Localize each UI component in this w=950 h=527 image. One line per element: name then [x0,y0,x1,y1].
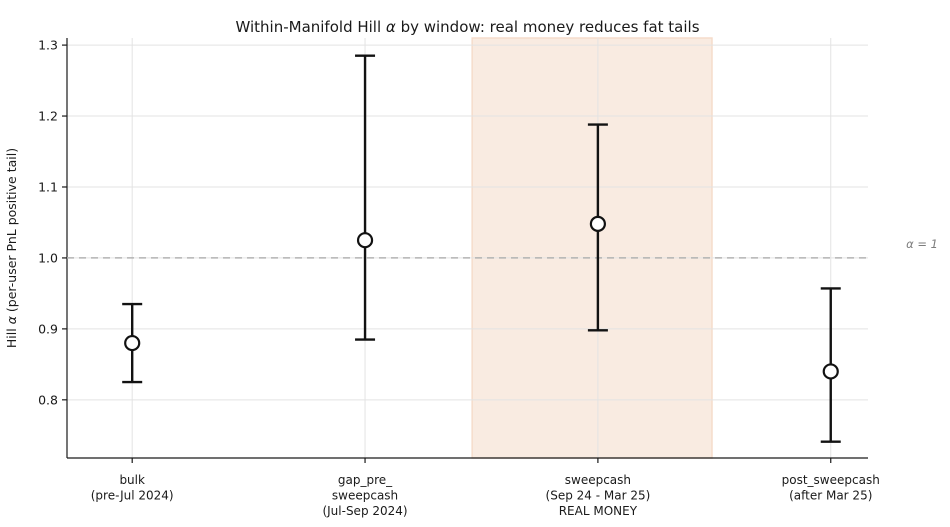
x-tick-label-line: bulk [119,473,145,487]
x-tick-label-line: sweepcash [332,489,398,503]
y-axis-label: Hill α (per-user PnL positive tail) [4,148,19,348]
x-tick-label-line: (Jul-Sep 2024) [322,504,407,518]
y-tick-label: 0.8 [38,392,58,407]
y-tick-label: 1.0 [38,250,58,265]
y-tick-label: 1.3 [38,38,58,53]
x-tick-label-line: sweepcash [565,473,631,487]
x-tick-label-line: (Sep 24 - Mar 25) [546,489,651,503]
alpha-equals-one-annotation: α = 1 [906,237,938,251]
highlight-region-group [471,37,713,459]
data-point-marker [124,334,141,352]
data-point-marker [589,215,606,232]
y-tick-label: 1.1 [38,179,58,194]
axes-group [62,38,868,463]
chart-title-alpha: α [386,18,396,36]
x-tick-label-line: (pre-Jul 2024) [91,489,174,503]
y-axis-label-part: Hill [4,324,19,348]
chart-title: Within-Manifold Hill α by window: real m… [235,18,699,36]
x-tick-label-line: gap_pre_ [338,473,393,487]
data-point-marker [356,232,374,249]
y-tick-label: 1.2 [38,109,58,124]
chart-title-part: by window: real money reduces fat tails [396,18,700,36]
x-tick-label-line: (after Mar 25) [789,489,872,503]
x-tick-label-line: REAL MONEY [559,504,638,518]
y-tick-label: 0.9 [38,321,58,336]
chart-title-part: Within-Manifold Hill [235,18,385,36]
tick-labels-group: 0.8 0.9 1.0 1.1 1.2 1.3 bulk (pre-Jul 2024) gap_… [38,38,880,518]
grid-group [67,38,868,458]
errorbars-group [122,54,841,443]
y-axis-label-part: (per-user PnL positive tail) [4,148,19,316]
highlight-region [471,37,713,459]
y-axis-label-alpha: α [4,315,19,324]
data-point-marker [822,363,839,380]
x-tick-label-line: post_sweepcash [782,473,880,487]
